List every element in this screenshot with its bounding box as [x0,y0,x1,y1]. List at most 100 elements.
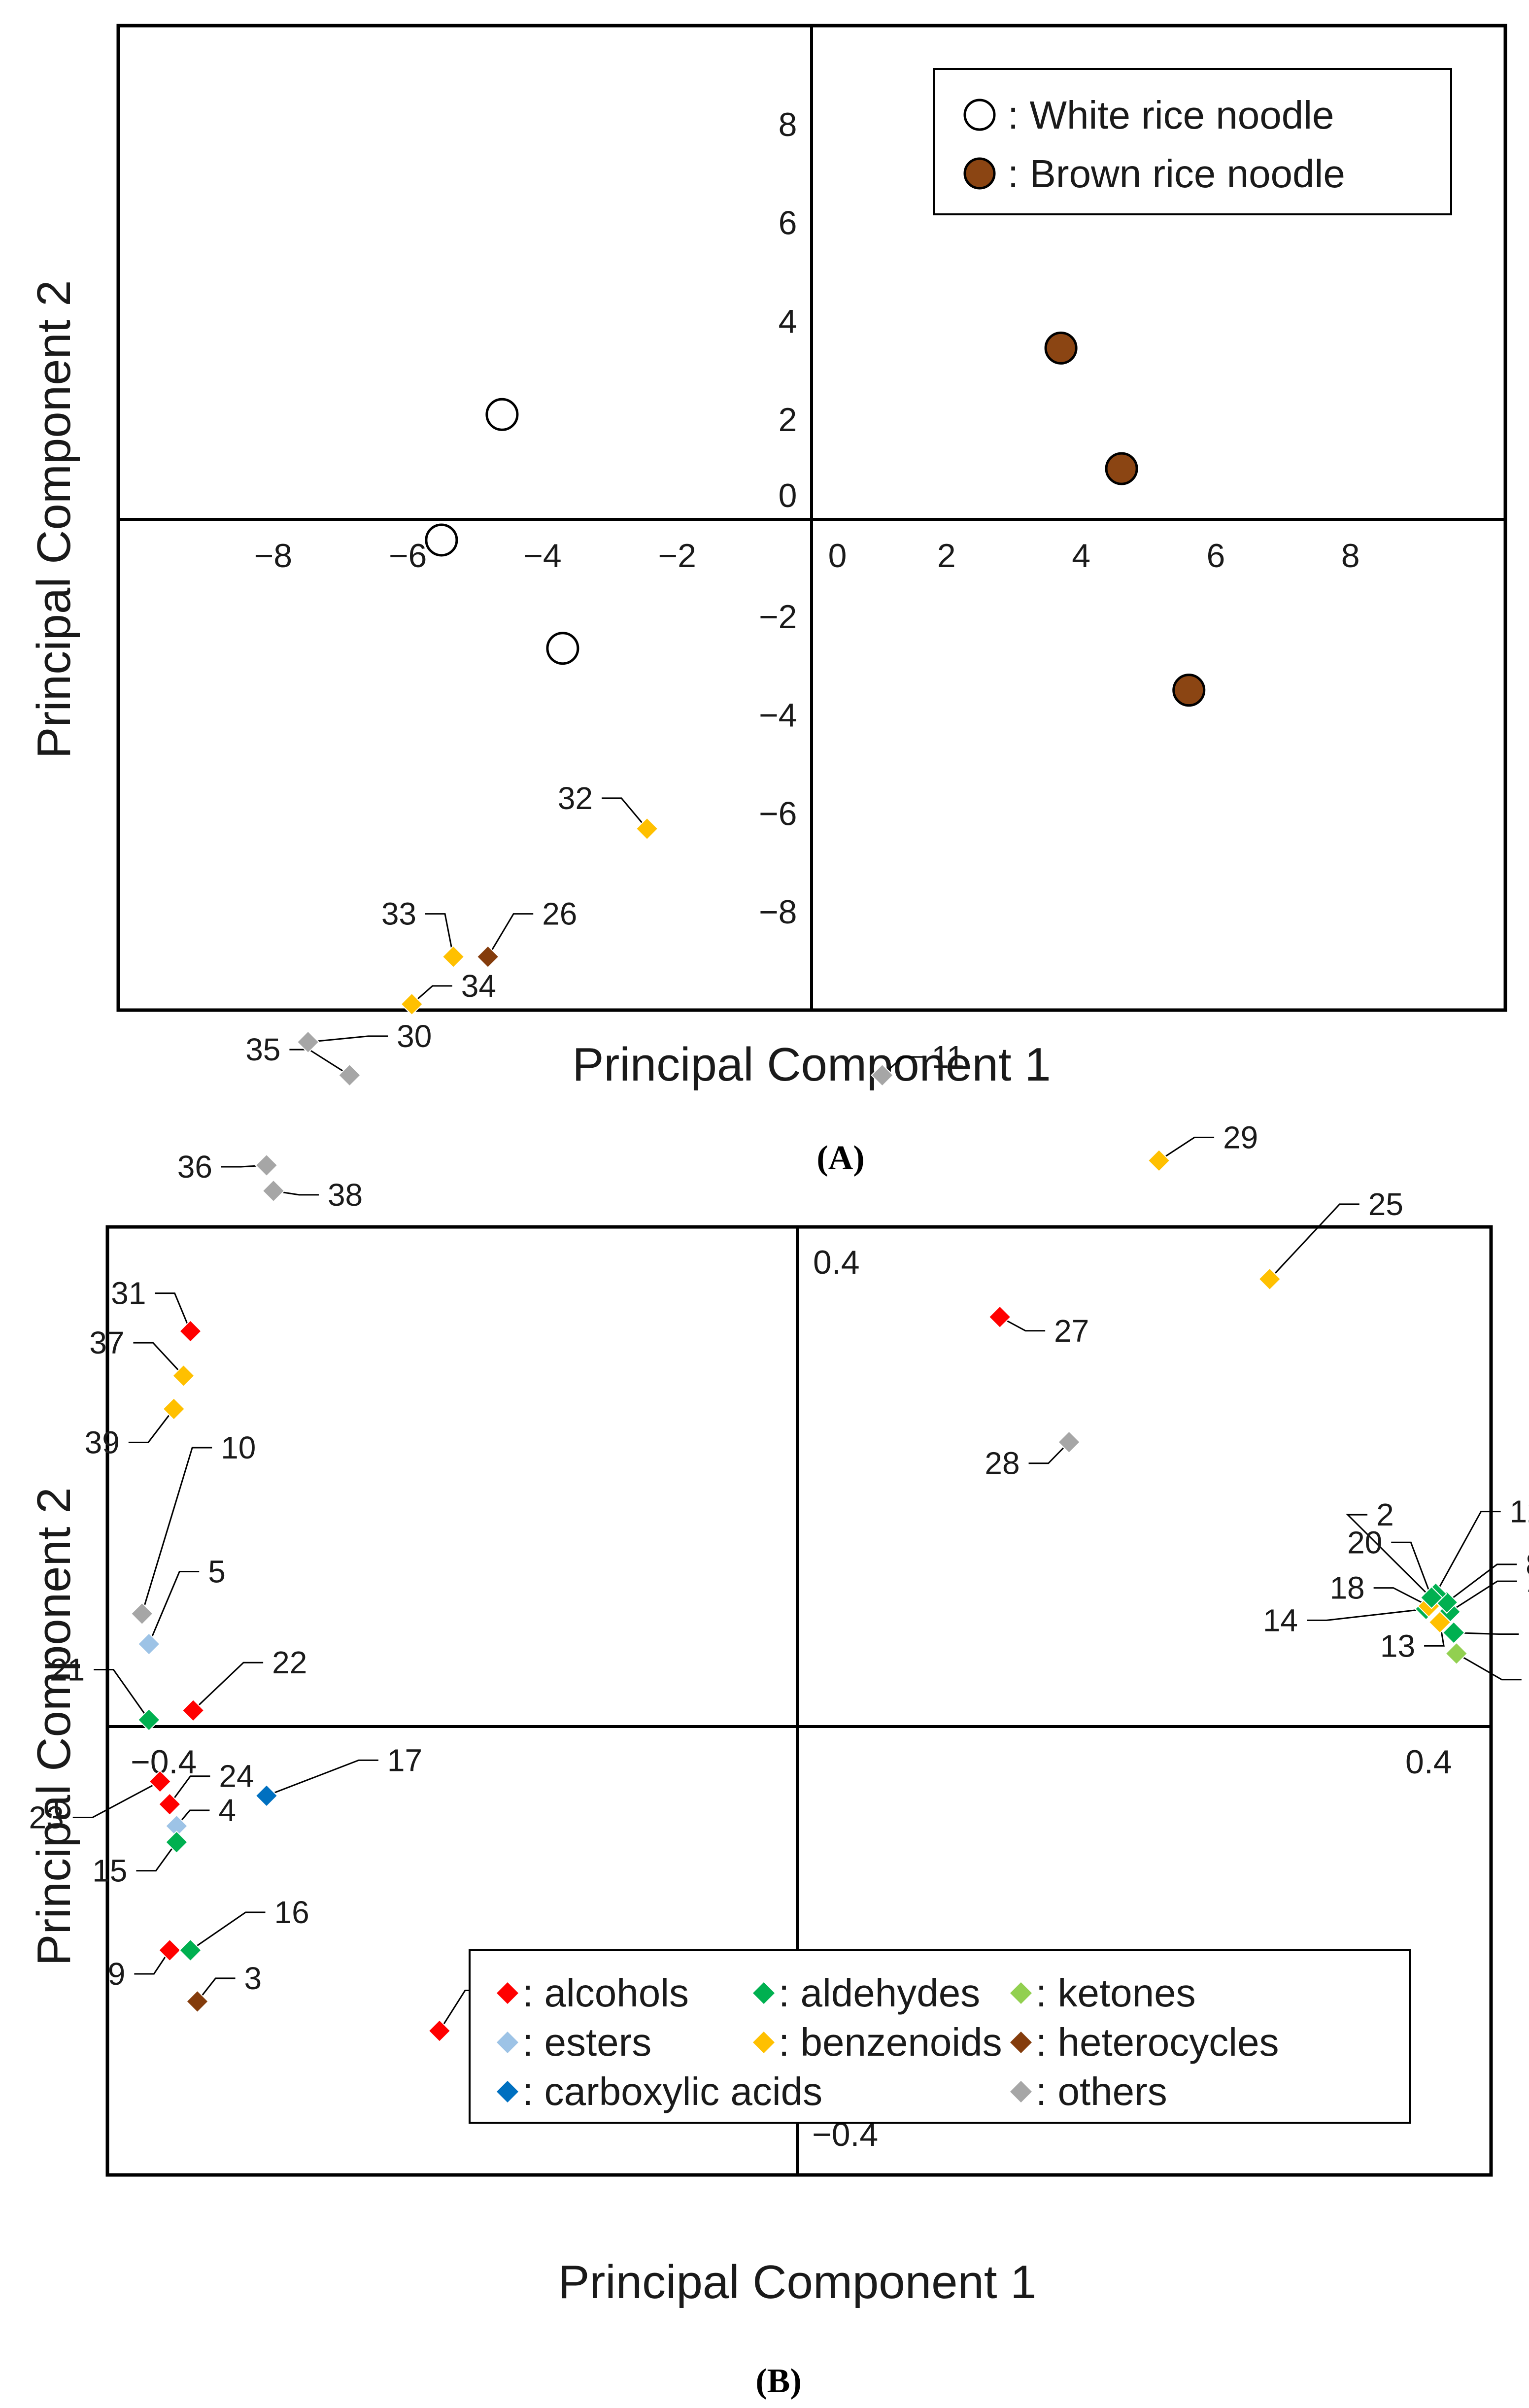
legend-label-esters: : esters [522,2020,651,2064]
leader-line [169,1775,210,1805]
panel-a-x-tick: −2 [658,537,696,575]
compound-marker [137,1632,161,1656]
leader-line [1158,1136,1215,1161]
compound-marker [635,817,659,841]
brown-noodle-point [1105,452,1138,485]
compound-label: 35 [245,1032,280,1067]
legend-label-ketones: : ketones [1036,1971,1196,2015]
compound-label: 5 [208,1554,226,1590]
leader-line [411,985,452,1005]
compound-label: 9 [108,1956,126,1992]
panel-b: −0.4 0.4 0.4 −0.4 1234567891011121314151… [29,780,1529,2177]
leader-line [999,1316,1046,1332]
compound-marker [1428,1610,1452,1634]
leader-line [1028,1441,1070,1464]
legend-white-noodle-marker [963,99,996,131]
leader-line [94,1668,150,1721]
compound-label: 21 [50,1652,85,1687]
panel-b-caption: (B) [755,2362,801,2400]
panel-a-points [425,331,1206,707]
panel-b-legend: : alcohols: aldehydes: ketones: esters: … [469,1949,1411,2124]
compound-label: 16 [274,1895,309,1930]
compound-marker [871,1063,894,1087]
legend-marker-others [1010,2081,1032,2103]
white-noodle-point [546,632,579,665]
compound-marker [476,945,500,969]
compound-marker [1442,1621,1465,1644]
compound-marker [255,1784,278,1807]
leader-line [136,1841,177,1872]
compound-label: 34 [461,968,496,1004]
compound-marker [338,1063,361,1087]
compound-marker [1057,1430,1081,1454]
leader-line [128,1408,174,1443]
legend-marker-ketones [1010,1982,1032,2004]
compound-label: 23 [29,1800,64,1835]
compound-marker [1420,1586,1443,1609]
compound-label: 37 [89,1325,124,1360]
brown-noodle-point [1044,331,1078,365]
legend-label-alcohols: : alcohols [522,1971,689,2015]
compound-label: 10 [221,1430,256,1465]
panel-a: −8 −6 −4 −2 0 2 4 6 8 8 6 4 2 0 −2 −4 −6 −8 : White rice … [116,24,1507,1012]
leader-line [1449,1580,1517,1613]
compound-marker [442,945,465,969]
panel-a-y-label: Principal Component 2 [28,280,80,758]
compound-marker [255,1153,278,1177]
compound-label: 36 [177,1149,212,1185]
compound-marker [179,1320,202,1343]
leader-line [148,1571,200,1645]
compound-label: 33 [381,896,416,932]
leader-line [141,1447,212,1614]
leader-line [193,1662,264,1711]
compound-label: 2 [1376,1497,1394,1532]
compound-label: 3 [244,1961,262,1996]
compound-marker [148,1770,172,1793]
panel-a-x-tick: 8 [1341,537,1360,575]
compound-label: 20 [1347,1525,1382,1560]
panel-a-y-tick: 6 [779,204,797,242]
panel-b-y-label: Principal Component 2 [28,1487,80,1966]
legend-label-heterocycles: : heterocycles [1036,2020,1279,2064]
panel-a-x-tick: 6 [1206,537,1225,575]
compound-marker [400,992,424,1016]
legend-label-others: : others [1036,2069,1167,2113]
compound-label: 4 [218,1793,236,1828]
compound-label: 7 [1528,1616,1529,1652]
compound-marker [181,1698,205,1722]
panel-a-x-tick: −6 [389,537,427,575]
legend-marker-alcohols [497,1982,518,2004]
leader-line [266,1759,378,1797]
leader-line [190,1911,266,1951]
compound-label: 15 [92,1853,127,1889]
leader-line [1373,1587,1429,1607]
compound-label: 1 [1526,1563,1529,1599]
compound-label: 14 [1263,1602,1298,1638]
compound-marker [1258,1267,1282,1291]
leader-line [1454,1631,1519,1635]
compound-label: 28 [985,1446,1019,1481]
compound-label: 17 [387,1742,422,1778]
panel-b-x-label: Principal Component 1 [558,2256,1036,2308]
compound-marker [1147,1149,1171,1172]
compound-marker [179,1938,202,1962]
panel-a-y-tick: −6 [759,795,797,832]
leader-line [1391,1541,1432,1598]
legend-brown-noodle-marker [963,157,996,190]
compound-label: 8 [1526,1547,1529,1582]
white-noodle-point [425,523,458,557]
panel-a-x-label: Principal Component 1 [572,1038,1051,1091]
white-noodle-point [485,398,519,431]
panel-a-x-tick: 0 [828,537,847,575]
leader-line [1269,1203,1359,1280]
panel-b-x-tick-max: 0.4 [1405,1743,1452,1781]
compound-marker [262,1179,285,1203]
legend-marker-aldehydes [753,1982,775,2004]
panel-a-y-tick: 2 [779,401,797,439]
panel-a-y-tick: 8 [779,106,797,143]
compound-marker [296,1030,320,1054]
compound-marker [988,1305,1012,1329]
compound-label: 32 [558,780,593,816]
leader-line [72,1781,161,1819]
leader-line [1307,1608,1427,1621]
